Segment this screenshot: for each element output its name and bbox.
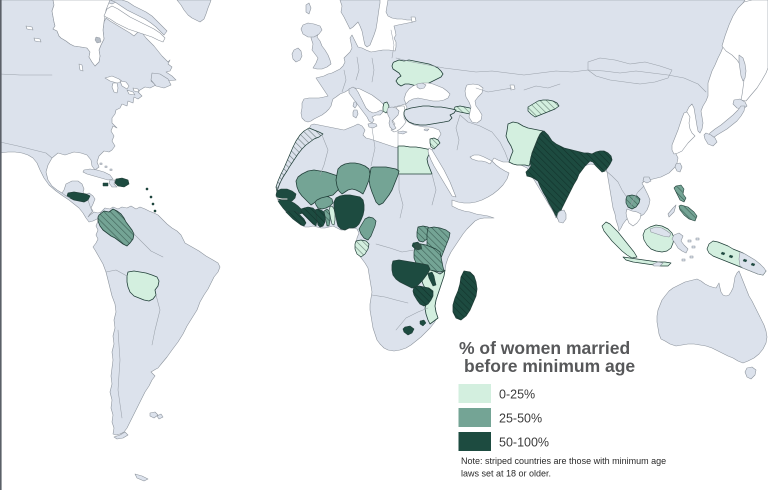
svg-text:% of women married: % of women married <box>459 338 630 358</box>
svg-text:25-50%: 25-50% <box>499 412 542 426</box>
svg-text:laws set at 18 or older.: laws set at 18 or older. <box>461 469 551 479</box>
svg-text:0-25%: 0-25% <box>499 388 535 402</box>
svg-text:Note: striped countries are th: Note: striped countries are those with m… <box>461 456 666 466</box>
svg-text:50-100%: 50-100% <box>499 436 549 450</box>
svg-text:before minimum age: before minimum age <box>464 356 635 376</box>
